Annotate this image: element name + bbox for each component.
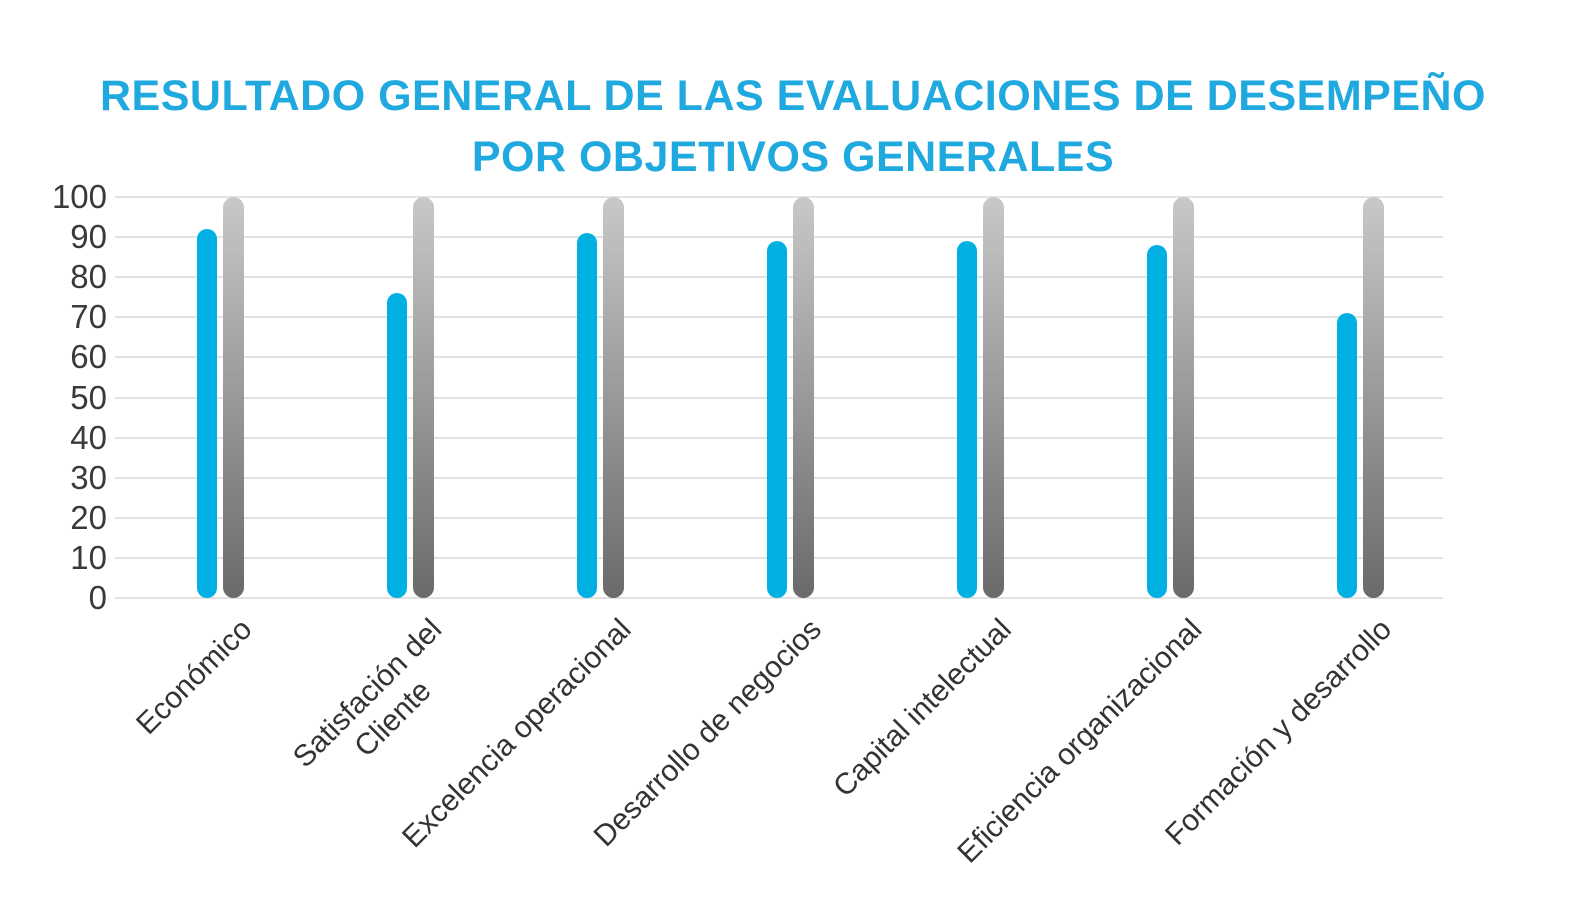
bar-blue-0 <box>196 229 217 598</box>
gridline-90 <box>115 236 1443 239</box>
y-axis-tick-label-90: 90 <box>70 218 107 256</box>
plot-area <box>115 196 1443 599</box>
gridline-0 <box>115 597 1443 599</box>
y-axis-tick-label-10: 10 <box>70 538 107 576</box>
bar-gray-0 <box>222 197 244 598</box>
bar-gray-6 <box>1362 197 1384 598</box>
y-axis-tick-label-60: 60 <box>70 338 107 376</box>
bar-blue-4 <box>956 241 977 598</box>
bar-gray-3 <box>792 197 814 598</box>
y-axis-tick-label-20: 20 <box>70 498 107 536</box>
bar-blue-6 <box>1336 313 1357 598</box>
bar-gray-2 <box>602 197 624 598</box>
y-axis-tick-label-100: 100 <box>51 178 107 215</box>
chart-title-line1: RESULTADO GENERAL DE LAS EVALUACIONES DE… <box>99 72 1486 120</box>
bar-blue-1 <box>386 293 407 598</box>
bar-gray-1 <box>412 197 434 598</box>
chart-title: RESULTADO GENERAL DE LAS EVALUACIONES DE… <box>0 66 1586 188</box>
y-axis-tick-label-30: 30 <box>70 458 107 496</box>
y-axis-tick-label-40: 40 <box>70 418 107 456</box>
x-axis-label-4: Capital intelectual <box>827 612 1019 804</box>
y-axis-tick-label-50: 50 <box>70 378 107 416</box>
bar-blue-3 <box>766 241 787 598</box>
y-axis-tick-label-70: 70 <box>70 298 107 336</box>
bar-blue-2 <box>576 233 597 598</box>
bar-blue-5 <box>1146 245 1167 598</box>
gridline-100 <box>115 196 1443 198</box>
x-axis-label-0: Económico <box>129 612 259 741</box>
bar-gray-5 <box>1172 197 1194 598</box>
bar-gray-4 <box>982 197 1004 598</box>
chart-title-line2: POR OBJETIVOS GENERALES <box>471 133 1115 181</box>
y-axis-tick-label-80: 80 <box>70 258 107 296</box>
x-axis-label-1: Satisfación del Cliente <box>286 612 449 775</box>
y-axis-tick-label-0: 0 <box>88 579 107 616</box>
